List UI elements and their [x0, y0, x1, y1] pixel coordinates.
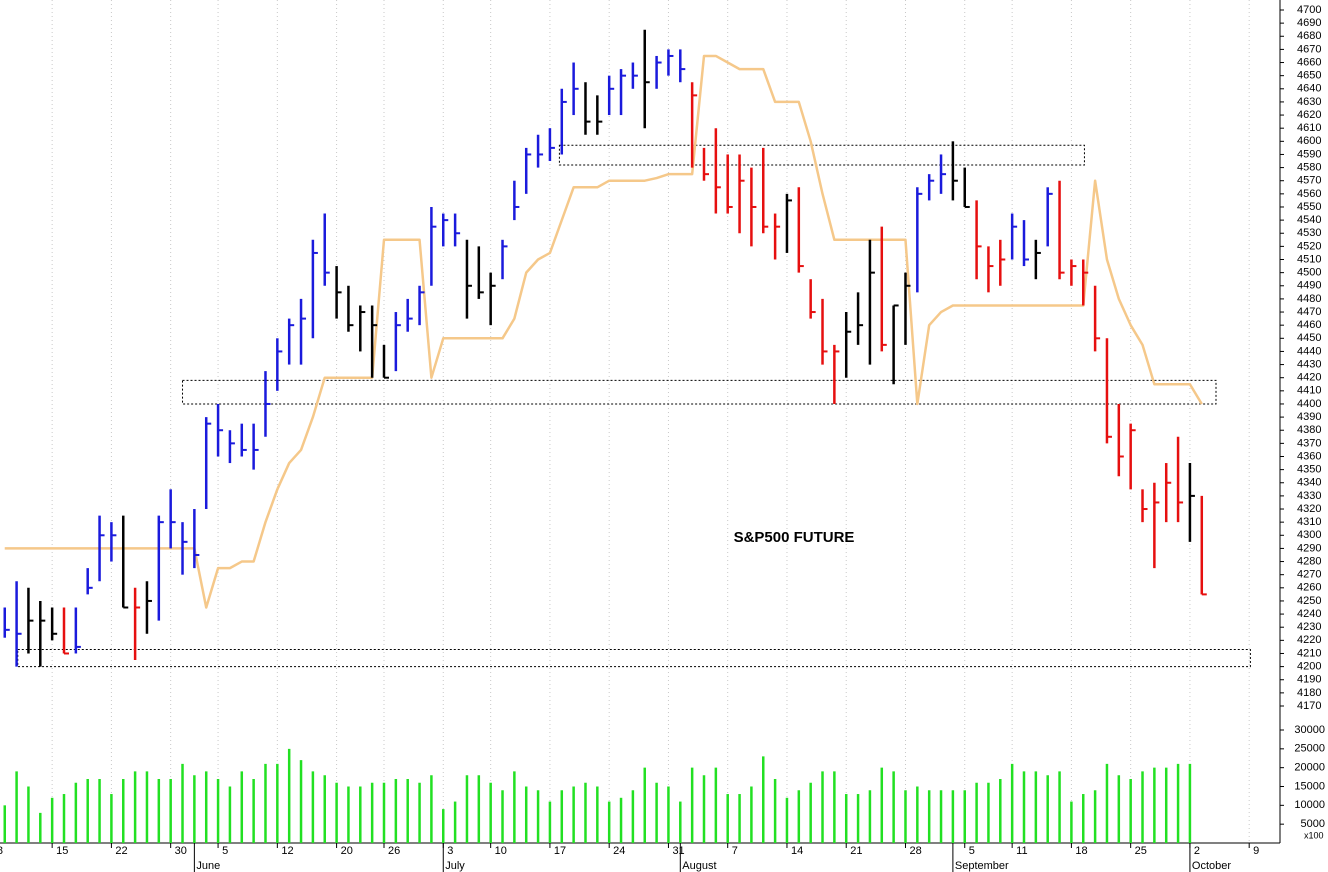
x-tick-label: 9	[1253, 845, 1259, 857]
stop-line	[4, 54, 1203, 609]
x-tick-label: 5	[969, 845, 975, 857]
y-tick-label: 4190	[1297, 674, 1321, 686]
x-tick-label: 7	[732, 845, 738, 857]
x-tick-label: 12	[281, 845, 293, 857]
zone	[182, 379, 1217, 405]
x-tick-label: 18	[1075, 845, 1087, 857]
y-tick-label: 4290	[1297, 542, 1321, 554]
y-tick-label: 4610	[1297, 122, 1321, 134]
y-tick-label: 4370	[1297, 437, 1321, 449]
volume-tick-label: 20000	[1294, 762, 1325, 774]
x-tick-label: 24	[613, 845, 625, 857]
y-tick-label: 4300	[1297, 529, 1321, 541]
y-tick-label: 4600	[1297, 135, 1321, 147]
x-tick-label: 22	[115, 845, 127, 857]
y-tick-label: 4420	[1297, 372, 1321, 384]
y-tick-label: 4440	[1297, 345, 1321, 357]
y-tick-label: 4260	[1297, 582, 1321, 594]
volume-tick-label: 30000	[1294, 724, 1325, 736]
y-tick-label: 4660	[1297, 56, 1321, 68]
x-tick-label: 20	[341, 845, 353, 857]
x-tick-label: 28	[909, 845, 921, 857]
y-tick-label: 4530	[1297, 227, 1321, 239]
y-tick-label: 4390	[1297, 411, 1321, 423]
zone	[17, 649, 1251, 668]
x-tick-label: 14	[791, 845, 803, 857]
month-label: October	[1192, 860, 1231, 872]
y-tick-label: 4500	[1297, 267, 1321, 279]
y-tick-label: 4470	[1297, 306, 1321, 318]
y-tick-label: 4340	[1297, 477, 1321, 489]
y-tick-label: 4350	[1297, 464, 1321, 476]
y-tick-label: 4210	[1297, 647, 1321, 659]
y-tick-label: 4180	[1297, 687, 1321, 699]
y-tick-label: 4170	[1297, 700, 1321, 712]
x-tick-label: 15	[56, 845, 68, 857]
y-tick-label: 4280	[1297, 555, 1321, 567]
x-tick-label: 11	[1016, 845, 1027, 857]
y-tick-label: 4620	[1297, 109, 1321, 121]
y-tick-label: 4360	[1297, 450, 1321, 462]
y-tick-label: 4670	[1297, 43, 1321, 55]
y-tick-label: 4490	[1297, 280, 1321, 292]
volume-tick-label: 10000	[1294, 799, 1325, 811]
y-tick-label: 4410	[1297, 385, 1321, 397]
y-tick-label: 4570	[1297, 175, 1321, 187]
y-tick-label: 4520	[1297, 240, 1321, 252]
month-label: July	[445, 860, 465, 872]
x-tick-label: 30	[175, 845, 187, 857]
y-tick-label: 4200	[1297, 661, 1321, 673]
volume-tick-label: 5000	[1301, 818, 1325, 830]
y-tick-label: 4310	[1297, 516, 1321, 528]
y-tick-label: 4680	[1297, 30, 1321, 42]
volume-unit: x100	[1304, 830, 1324, 840]
y-tick-label: 4650	[1297, 70, 1321, 82]
y-tick-label: 4700	[1297, 4, 1321, 16]
x-tick-label: 10	[495, 845, 507, 857]
y-tick-label: 4550	[1297, 201, 1321, 213]
y-tick-label: 4430	[1297, 358, 1321, 370]
y-tick-label: 4690	[1297, 17, 1321, 29]
y-tick-label: 4330	[1297, 490, 1321, 502]
volume-tick-label: 25000	[1294, 743, 1325, 755]
x-tick-label: 8	[0, 845, 3, 857]
y-tick-label: 4270	[1297, 569, 1321, 581]
y-tick-label: 4590	[1297, 148, 1321, 160]
x-tick-label: 31	[672, 845, 684, 857]
y-tick-label: 4240	[1297, 608, 1321, 620]
y-tick-label: 4460	[1297, 319, 1321, 331]
x-tick-label: 21	[850, 845, 862, 857]
y-tick-label: 4640	[1297, 83, 1321, 95]
x-tick-label: 3	[447, 845, 453, 857]
month-label: August	[682, 860, 716, 872]
volume-tick-label: 15000	[1294, 780, 1325, 792]
y-tick-label: 4250	[1297, 595, 1321, 607]
y-tick-label: 4510	[1297, 253, 1321, 265]
annotation: S&P500 FUTURE	[734, 529, 855, 546]
y-tick-label: 4480	[1297, 293, 1321, 305]
y-tick-label: 4380	[1297, 424, 1321, 436]
month-label: September	[955, 860, 1009, 872]
x-tick-label: 26	[388, 845, 400, 857]
y-tick-label: 4220	[1297, 634, 1321, 646]
y-tick-label: 4230	[1297, 621, 1321, 633]
y-tick-label: 4580	[1297, 161, 1321, 173]
y-tick-label: 4450	[1297, 332, 1321, 344]
x-tick-label: 2	[1194, 845, 1200, 857]
y-tick-label: 4560	[1297, 188, 1321, 200]
month-label: June	[196, 860, 220, 872]
x-tick-label: 25	[1135, 845, 1147, 857]
y-tick-label: 4320	[1297, 503, 1321, 515]
y-tick-label: 4400	[1297, 398, 1321, 410]
x-tick-label: 5	[222, 845, 228, 857]
y-tick-label: 4630	[1297, 96, 1321, 108]
y-tick-label: 4540	[1297, 214, 1321, 226]
x-tick-label: 17	[554, 845, 566, 857]
